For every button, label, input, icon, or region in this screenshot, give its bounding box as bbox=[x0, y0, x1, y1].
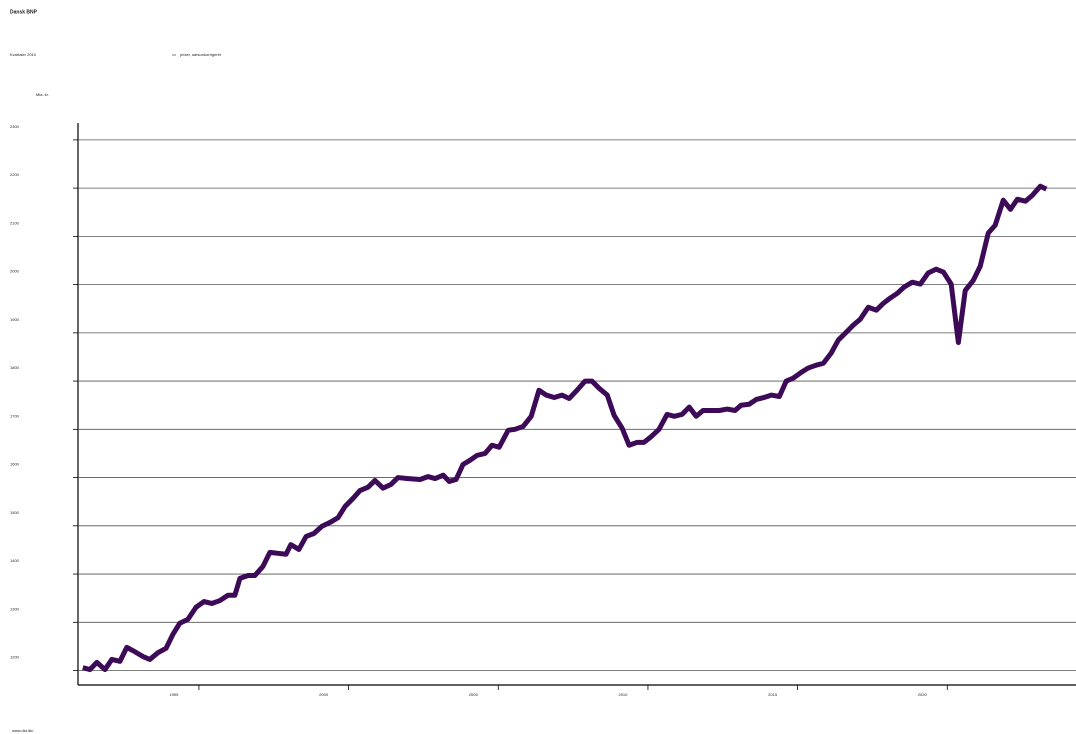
x-tick-label: 2020 bbox=[918, 692, 928, 697]
legend-label: priser, sæsonkorrigeret bbox=[180, 52, 222, 57]
x-tick-label: 2015 bbox=[768, 692, 778, 697]
y-tick-label: 1700 bbox=[10, 413, 20, 418]
y-tick-label: 2100 bbox=[10, 220, 20, 225]
x-tick-label: 2000 bbox=[319, 692, 329, 697]
y-tick-label: 1600 bbox=[10, 462, 20, 467]
y-tick-label: 2200 bbox=[10, 172, 20, 177]
y-tick-label: 1200 bbox=[10, 655, 20, 660]
y-tick-label: 2000 bbox=[10, 269, 20, 274]
x-tick-label: 2005 bbox=[469, 692, 479, 697]
y-tick-label: 2300 bbox=[10, 124, 20, 129]
y-tick-label: 1400 bbox=[10, 558, 20, 563]
y-tick-label: 1900 bbox=[10, 317, 20, 322]
chart-subtitle: Kvartaler 2010 bbox=[10, 52, 37, 57]
y-axis-label: Mia. kr. bbox=[36, 92, 49, 97]
source: www.dst.dk/ bbox=[12, 728, 34, 733]
y-tick-label: 1500 bbox=[10, 510, 20, 515]
y-tick-label: 1300 bbox=[10, 606, 20, 611]
line-series bbox=[82, 183, 1048, 673]
y-tick-label: 1800 bbox=[10, 365, 20, 370]
x-tick-label: 2010 bbox=[618, 692, 628, 697]
chart-title: Dansk BNP bbox=[10, 9, 38, 15]
x-tick-label: 1995 bbox=[169, 692, 179, 697]
